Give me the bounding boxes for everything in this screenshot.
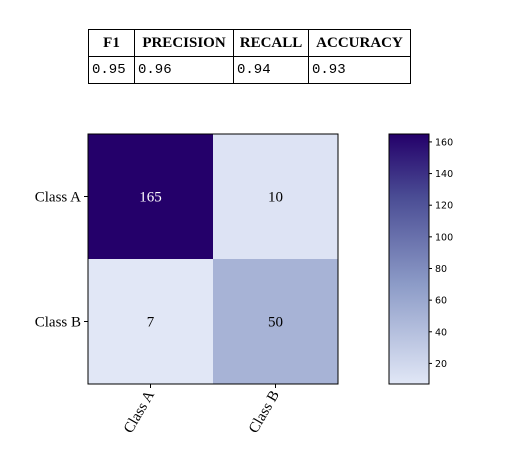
cell-value-label: 7 xyxy=(147,315,155,331)
colorbar-tick-label: 140 xyxy=(435,169,453,180)
metrics-header-accuracy: ACCURACY xyxy=(308,29,411,57)
metrics-value-row: 0.95 0.96 0.94 0.93 xyxy=(88,56,411,84)
colorbar-frame xyxy=(388,133,430,385)
y-tick-label: Class B xyxy=(35,315,81,331)
colorbar-tick-label: 160 xyxy=(435,137,453,148)
metrics-header-f1: F1 xyxy=(88,29,135,57)
colorbar-tick-label: 100 xyxy=(435,232,453,243)
x-tick-label: Class A xyxy=(121,388,158,436)
y-tick-label: Class A xyxy=(35,190,81,206)
heatmap-cell xyxy=(88,259,213,384)
heatmap-cell xyxy=(213,134,338,259)
metrics-value-accuracy: 0.93 xyxy=(308,56,411,84)
cell-value-label: 165 xyxy=(139,190,162,206)
cell-value-label: 10 xyxy=(268,190,283,206)
colorbar-tick-label: 80 xyxy=(435,264,447,275)
heatmap: 165 10 7 50 Class A Class B Class A Class B xyxy=(35,133,339,436)
heatmap-cell xyxy=(88,134,213,259)
colorbar-gradient xyxy=(389,134,429,384)
metrics-header-precision: PRECISION xyxy=(134,29,234,57)
colorbar-tick-label: 20 xyxy=(435,359,447,370)
cell-value-label: 50 xyxy=(268,315,283,331)
heatmap-cell xyxy=(213,259,338,384)
metrics-header-row: F1 PRECISION RECALL ACCURACY xyxy=(88,29,411,57)
colorbar-tick-label: 120 xyxy=(435,201,453,212)
colorbar-tick-label: 60 xyxy=(435,296,447,307)
metrics-value-recall: 0.94 xyxy=(233,56,309,84)
metrics-table: F1 PRECISION RECALL ACCURACY 0.95 0.96 0… xyxy=(88,29,411,84)
colorbar: 20 40 60 80 100 120 140 160 xyxy=(388,133,453,385)
colorbar-tick-label: 40 xyxy=(435,327,447,338)
heatmap-frame xyxy=(87,133,339,385)
x-tick-label: Class B xyxy=(246,388,283,436)
